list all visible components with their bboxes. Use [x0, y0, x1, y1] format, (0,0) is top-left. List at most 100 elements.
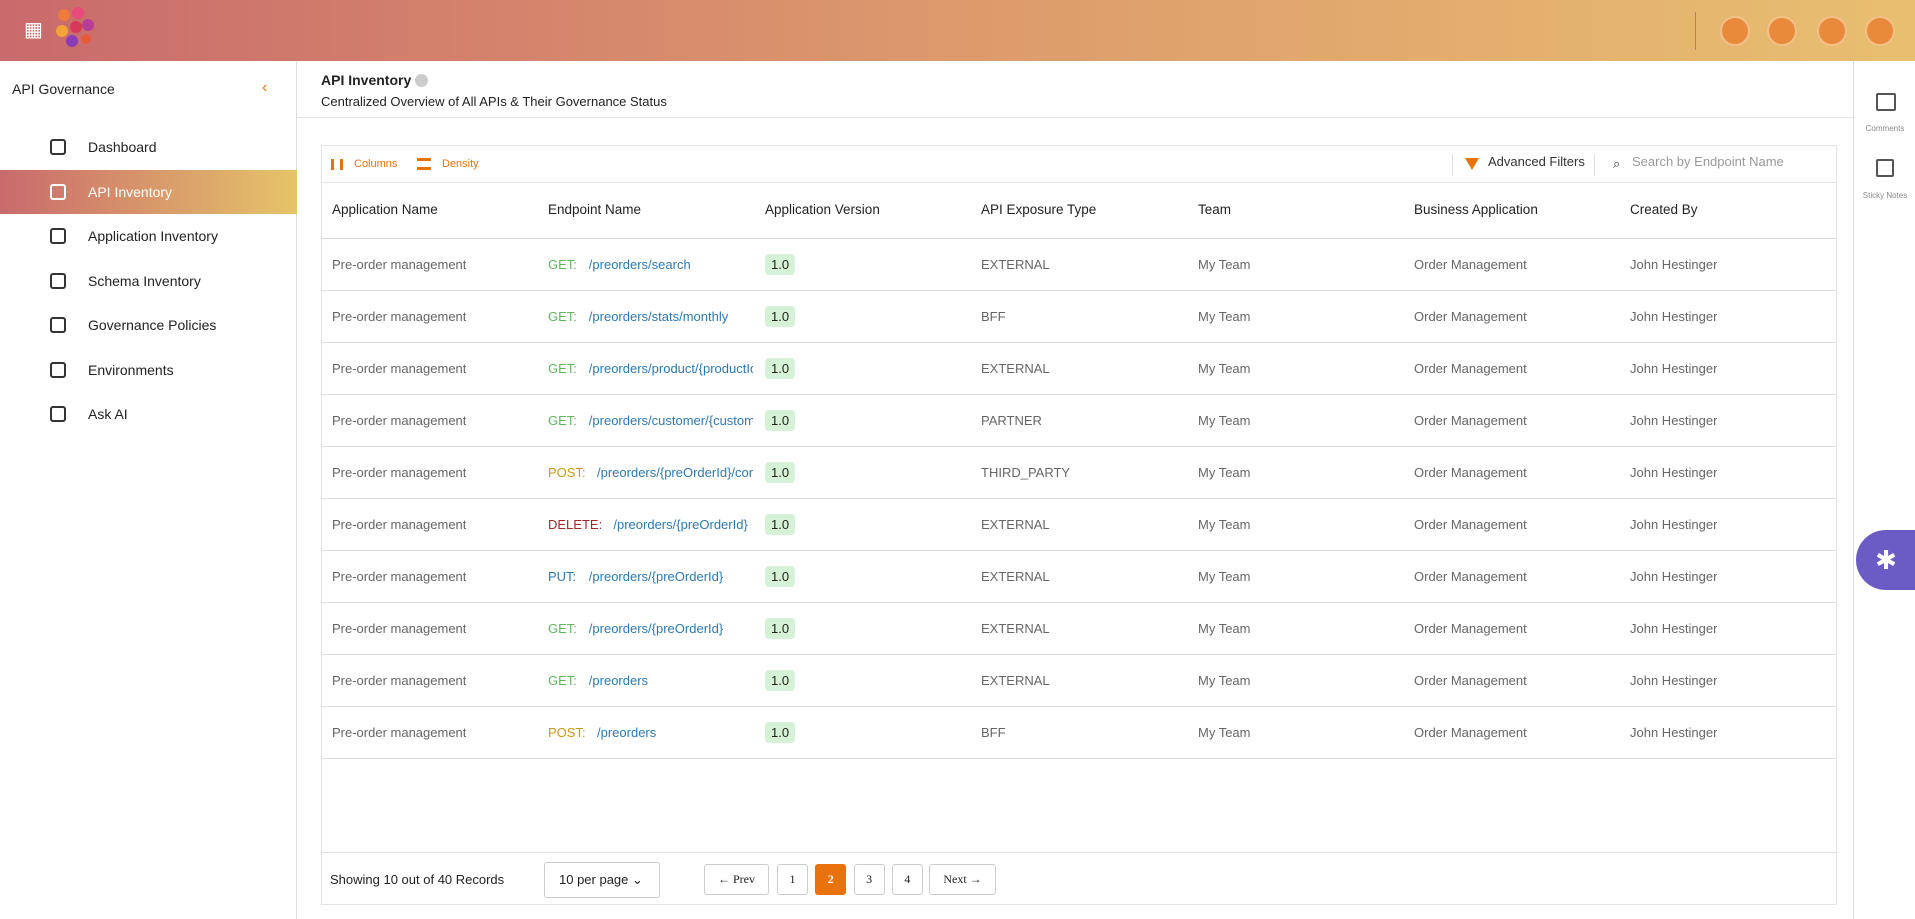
team: My Team — [1198, 517, 1251, 532]
app-name: Pre-order management — [332, 361, 467, 376]
divider — [1452, 154, 1453, 176]
page-subtitle: Centralized Overview of All APIs & Their… — [321, 94, 667, 109]
version-badge: 1.0 — [765, 254, 796, 275]
endpoint-path[interactable]: /preorders/search — [588, 257, 691, 272]
column-header: Endpoint Name — [548, 202, 642, 217]
nav-item[interactable]: Environments — [0, 348, 297, 392]
nav-item[interactable]: Dashboard — [0, 125, 297, 169]
nav-item[interactable]: Application Inventory — [0, 214, 297, 258]
bug-report-button[interactable]: ✱ — [1856, 530, 1915, 590]
row-border — [322, 394, 1836, 395]
team: My Team — [1198, 569, 1251, 584]
version-badge: 1.0 — [765, 514, 796, 535]
search-icon: ⌕ — [1613, 156, 1621, 171]
exposure-type: BFF — [981, 309, 1006, 324]
app-name: Pre-order management — [332, 309, 467, 324]
endpoint-path[interactable]: /preorders — [588, 673, 649, 688]
app-name: Pre-order management — [332, 413, 467, 428]
endpoint-path[interactable]: /preorders/{preOrderId} — [588, 569, 724, 584]
columns-button[interactable]: Columns — [354, 158, 398, 170]
sticky-icon[interactable] — [1876, 159, 1894, 177]
per-page-select[interactable]: 10 per page ⌄ — [544, 862, 660, 898]
nav-item[interactable]: API Inventory — [0, 169, 297, 214]
created-by: John Hestinger — [1630, 309, 1718, 324]
exposure-type: EXTERNAL — [981, 673, 1050, 688]
endpoint-path[interactable]: /preorders/stats/monthly — [588, 309, 729, 324]
created-by: John Hestinger — [1630, 517, 1718, 532]
business-app: Order Management — [1414, 673, 1527, 688]
endpoint-path[interactable]: /preorders/{preOrderId} — [613, 517, 748, 532]
nav-label: Application Inventory — [88, 228, 218, 244]
advanced-filters[interactable]: Advanced Filters — [1488, 154, 1585, 169]
exposure-type: PARTNER — [981, 413, 1042, 428]
exposure-type: EXTERNAL — [981, 361, 1050, 376]
row-border — [322, 758, 1836, 759]
created-by: John Hestinger — [1630, 257, 1718, 272]
column-header: API Exposure Type — [981, 202, 1097, 217]
business-app: Order Management — [1414, 413, 1527, 428]
endpoint-path[interactable]: /preorders/customer/{custome — [588, 413, 753, 428]
page-button[interactable]: 2 — [815, 864, 847, 895]
app-name: Pre-order management — [332, 569, 467, 584]
row-border — [322, 498, 1836, 499]
team: My Team — [1198, 361, 1251, 376]
team: My Team — [1198, 725, 1251, 740]
endpoint-path[interactable]: /preorders/{preOrderId}/con — [597, 465, 753, 480]
nav-item[interactable]: Ask AI — [0, 392, 297, 436]
app-name: Pre-order management — [332, 517, 467, 532]
http-method: GET: — [548, 309, 577, 324]
business-app: Order Management — [1414, 621, 1527, 636]
row-border — [322, 654, 1836, 655]
search-input[interactable]: Search by Endpoint Name — [1632, 154, 1784, 169]
created-by: John Hestinger — [1630, 569, 1718, 584]
header: ▦ — [0, 0, 1915, 61]
header-border — [322, 238, 1836, 239]
endpoint-path[interactable]: /preorders — [597, 725, 657, 740]
profile-icon[interactable] — [1865, 16, 1895, 46]
column-header: Created By — [1630, 202, 1698, 217]
business-app: Order Management — [1414, 257, 1527, 272]
row-border — [322, 342, 1836, 343]
team: My Team — [1198, 413, 1251, 428]
endpoint-path[interactable]: /preorders/{preOrderId} — [588, 621, 724, 636]
comments-label: Comments — [1865, 124, 1905, 133]
apps-grid[interactable]: ▦ — [24, 19, 43, 41]
business-app: Order Management — [1414, 465, 1527, 480]
exposure-type: EXTERNAL — [981, 517, 1050, 532]
row-border — [322, 602, 1836, 603]
nav-item[interactable]: Governance Policies — [0, 303, 297, 347]
collapse-button[interactable]: ‹ — [262, 79, 268, 96]
nav-label: API Inventory — [88, 183, 173, 200]
logo — [56, 7, 94, 47]
notifications-icon[interactable] — [1817, 16, 1847, 46]
page-button[interactable]: 3 — [853, 864, 885, 895]
page-button[interactable]: 4 — [891, 864, 923, 895]
version-badge: 1.0 — [765, 306, 796, 327]
http-method: GET: — [548, 413, 577, 428]
created-by: John Hestinger — [1630, 621, 1718, 636]
next-button[interactable]: Next → — [929, 864, 996, 895]
theme-icon[interactable] — [1767, 16, 1797, 46]
exposure-type: EXTERNAL — [981, 569, 1050, 584]
comments-icon[interactable] — [1876, 93, 1896, 111]
page-button[interactable]: 1 — [777, 864, 808, 895]
page-title: API Inventory — [321, 72, 412, 88]
header-border — [322, 182, 1836, 183]
nav-item[interactable]: Schema Inventory — [0, 259, 297, 303]
footer-border — [322, 852, 1836, 853]
version-badge: 1.0 — [765, 618, 796, 639]
version-badge: 1.0 — [765, 670, 796, 691]
created-by: John Hestinger — [1630, 725, 1718, 740]
column-header: Business Application — [1414, 202, 1538, 217]
team: My Team — [1198, 257, 1251, 272]
help-icon[interactable] — [415, 74, 428, 87]
team: My Team — [1198, 621, 1251, 636]
exposure-type: EXTERNAL — [981, 257, 1050, 272]
translate-icon[interactable] — [1720, 16, 1750, 46]
business-app: Order Management — [1414, 569, 1527, 584]
density-button[interactable]: Density — [442, 158, 479, 170]
prev-button[interactable]: ← Prev — [704, 864, 769, 895]
app-name: Pre-order management — [332, 725, 467, 740]
endpoint-path[interactable]: /preorders/product/{productId — [588, 361, 753, 376]
